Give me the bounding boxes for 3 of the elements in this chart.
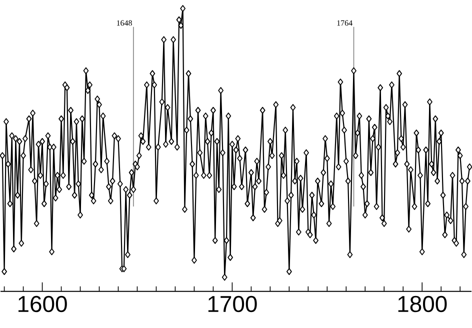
x-tick-label: 1600	[18, 296, 67, 312]
x-tick-label: 1700	[208, 296, 257, 312]
x-tick-label: 1800	[398, 296, 447, 312]
